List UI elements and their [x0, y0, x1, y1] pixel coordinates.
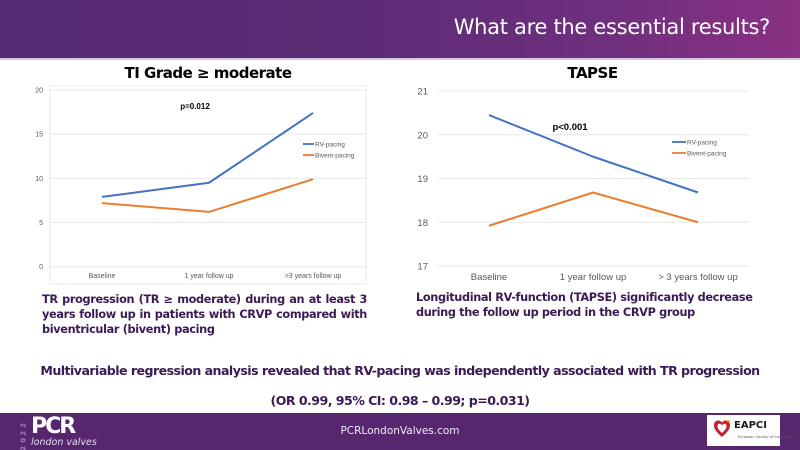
chart-title-ti-grade: TI Grade ≥ moderate [124, 64, 293, 82]
legend-label: RV-pacing [315, 141, 345, 148]
series-line-bivent-pacing [488, 191, 699, 227]
header-bar: What are the essential results? [0, 0, 800, 60]
heart-icon [714, 419, 730, 437]
y-tick-label: 0 [39, 264, 43, 271]
x-tick-label: 1 year follow up [184, 273, 233, 280]
x-tick-label: >3 years follow up [285, 273, 342, 280]
y-tick-label: 10 [35, 176, 43, 183]
x-tick-label: > 3 years follow up [658, 272, 737, 283]
y-tick-label: 21 [417, 87, 428, 98]
y-tick-label: 19 [417, 174, 428, 185]
ti-grade-description: TR progression (TR ≥ moderate) during an… [42, 293, 367, 336]
eapci-logo: EAPCI European Society of Cardiology [707, 415, 793, 446]
y-tick-label: 5 [39, 220, 43, 227]
tapse-description: Longitudinal RV-function (TAPSE) signifi… [416, 291, 753, 319]
p-value-annotation: p=0.012 [180, 102, 210, 111]
x-tick-label: Baseline [471, 272, 507, 283]
y-tick-label: 20 [417, 130, 428, 141]
y-tick-label: 17 [417, 262, 428, 273]
y-tick-label: 18 [417, 218, 428, 229]
logo-pcr-text: PCR [31, 414, 76, 439]
slide-title: What are the essential results? [453, 15, 771, 39]
y-tick-label: 20 [35, 88, 43, 95]
x-tick-label: 1 year follow up [560, 272, 627, 283]
conclusion-statistics: (OR 0.99, 95% CI: 0.98 – 0.99; p=0.031) [270, 393, 530, 408]
logo-year-digit: 2 [19, 445, 28, 450]
eapci-text: EAPCI [734, 420, 767, 431]
ti-grade-chart: 0 5 10 15 20 Baseline 1 year follow up >3 years… [35, 85, 367, 285]
tapse-chart: 17 18 19 20 21 Baseline 1 year follow up > 3 ye… [417, 87, 749, 283]
chart-title-tapse: TAPSE [567, 64, 618, 82]
x-tick-label: Baseline [89, 273, 116, 280]
legend-label: Bivent-pacing [315, 152, 355, 159]
plot-frame [49, 85, 367, 285]
p-value-annotation: p<0.001 [552, 122, 588, 133]
website-link[interactable]: PCRLondonValves.com [340, 425, 460, 437]
logo-london-valves-text: london valves [31, 437, 97, 448]
conclusion-statement: Multivariable regression analysis reveal… [40, 363, 760, 378]
y-tick-label: 15 [35, 132, 43, 139]
legend-label: RV-pacing [687, 139, 717, 146]
esc-text: European Society of Cardiology [738, 435, 793, 439]
series-line-rv-pacing [488, 114, 699, 194]
legend-label: Bivent-pacing [687, 150, 727, 157]
